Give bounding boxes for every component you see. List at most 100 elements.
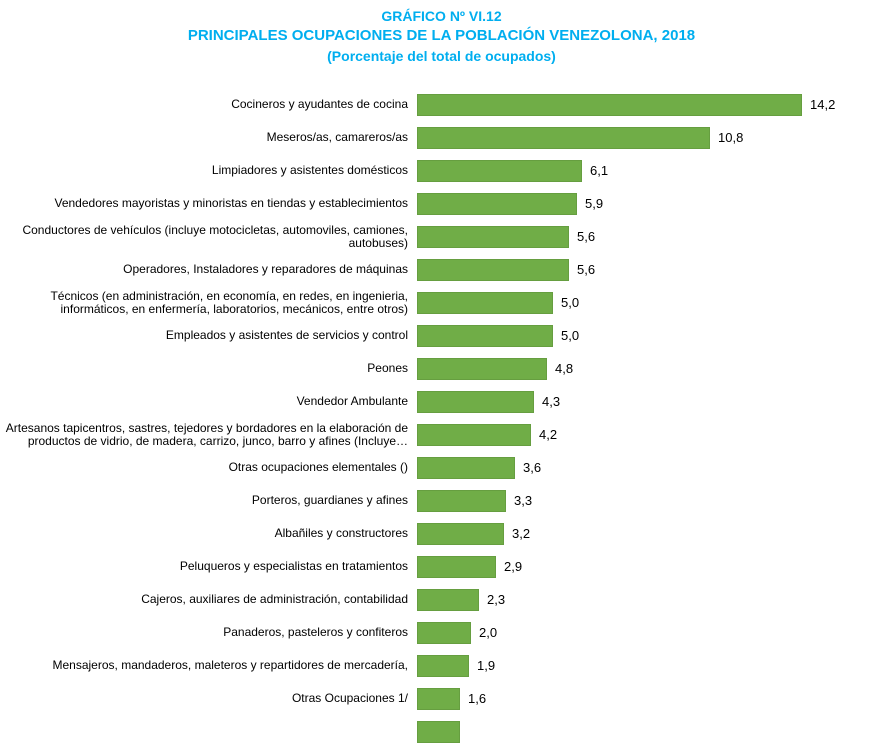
chart-row: Conductores de vehículos (incluye motoci… bbox=[0, 220, 883, 253]
bar-track: 10,8 bbox=[417, 121, 883, 154]
chart-row: Artesanos tapicentros, sastres, tejedore… bbox=[0, 418, 883, 451]
value-label: 3,6 bbox=[523, 460, 542, 475]
category-label: Limpiadores y asistentes domésticos bbox=[211, 163, 408, 177]
bar-track: 2,0 bbox=[417, 616, 883, 649]
bar bbox=[417, 423, 531, 446]
category-label: Técnicos (en administración, en economía… bbox=[50, 288, 408, 316]
bar bbox=[417, 687, 460, 710]
bar-track: 2,9 bbox=[417, 550, 883, 583]
bar bbox=[417, 555, 496, 578]
category-label: Panaderos, pasteleros y confiteros bbox=[223, 625, 408, 639]
chart-row: Cocineros y ayudantes de cocina 14,2 bbox=[0, 88, 883, 121]
bar-track: 5,6 bbox=[417, 253, 883, 286]
chart-row: Cajeros, auxiliares de administración, c… bbox=[0, 583, 883, 616]
bar-track: 4,3 bbox=[417, 385, 883, 418]
value-label: 4,8 bbox=[555, 361, 574, 376]
bar bbox=[417, 588, 479, 611]
chart-row: Vendedores mayoristas y minoristas en ti… bbox=[0, 187, 883, 220]
bar-track: 5,0 bbox=[417, 319, 883, 352]
category-label: Peluqueros y especialistas en tratamient… bbox=[179, 559, 408, 573]
value-label: 1,6 bbox=[468, 691, 487, 706]
chart-title-subtitle: (Porcentaje del total de ocupados) bbox=[327, 48, 556, 64]
bar-track: 3,6 bbox=[417, 451, 883, 484]
bar-track: 5,6 bbox=[417, 220, 883, 253]
bar-track: 4,2 bbox=[417, 418, 883, 451]
bar bbox=[417, 225, 569, 248]
chart-row: Operadores, Instaladores y reparadores d… bbox=[0, 253, 883, 286]
bar-track: 14,2 bbox=[417, 88, 883, 121]
category-label: Meseros/as, camareros/as bbox=[266, 130, 408, 144]
bar-track: 5,9 bbox=[417, 187, 883, 220]
chart-row: Limpiadores y asistentes domésticos 6,1 bbox=[0, 154, 883, 187]
chart-title-number: GRÁFICO Nº VI.12 bbox=[381, 8, 502, 24]
chart-row: Otras ocupaciones elementales () 3,6 bbox=[0, 451, 883, 484]
chart-row: Peones 4,8 bbox=[0, 352, 883, 385]
bar bbox=[417, 357, 547, 380]
bar-track: 2,3 bbox=[417, 583, 883, 616]
bar-track: 6,1 bbox=[417, 154, 883, 187]
bar bbox=[417, 159, 582, 182]
chart-row: Técnicos (en administración, en economía… bbox=[0, 286, 883, 319]
category-label: Albañiles y constructores bbox=[274, 526, 408, 540]
chart-row: Peluqueros y especialistas en tratamient… bbox=[0, 550, 883, 583]
bar bbox=[417, 489, 506, 512]
bar bbox=[417, 621, 471, 644]
value-label: 10,8 bbox=[718, 130, 744, 145]
value-label: 5,0 bbox=[561, 295, 580, 310]
value-label: 5,9 bbox=[585, 196, 604, 211]
chart-row: Mensajeros, mandaderos, maleteros y repa… bbox=[0, 649, 883, 682]
category-label: Otras ocupaciones elementales () bbox=[228, 460, 408, 474]
bar bbox=[417, 291, 553, 314]
value-label: 2,0 bbox=[479, 625, 498, 640]
value-label: 14,2 bbox=[810, 97, 836, 112]
bar-chart: Cocineros y ayudantes de cocina 14,2 Meser… bbox=[0, 88, 883, 748]
category-label: Porteros, guardianes y afines bbox=[251, 493, 408, 507]
bar-track: 1,9 bbox=[417, 649, 883, 682]
category-label: Mensajeros, mandaderos, maleteros y repa… bbox=[52, 658, 409, 672]
category-label: Vendedores mayoristas y minoristas en ti… bbox=[54, 196, 408, 210]
value-label: 5,0 bbox=[561, 328, 580, 343]
category-label: Operadores, Instaladores y reparadores d… bbox=[123, 262, 408, 276]
value-label: 3,2 bbox=[512, 526, 531, 541]
chart-row: Vendedor Ambulante 4,3 bbox=[0, 385, 883, 418]
chart-row: Panaderos, pasteleros y confiteros 2,0 bbox=[0, 616, 883, 649]
chart-row: Empleados y asistentes de servicios y co… bbox=[0, 319, 883, 352]
value-label: 2,9 bbox=[504, 559, 523, 574]
chart-row: Albañiles y constructores 3,2 bbox=[0, 517, 883, 550]
bar bbox=[417, 654, 469, 677]
chart-row: Porteros, guardianes y afines 3,3 bbox=[0, 484, 883, 517]
category-label: Cajeros, auxiliares de administración, c… bbox=[141, 592, 408, 606]
bar-track: 4,8 bbox=[417, 352, 883, 385]
bar bbox=[417, 522, 504, 545]
category-label: Cocineros y ayudantes de cocina bbox=[231, 97, 408, 111]
value-label: 2,3 bbox=[487, 592, 506, 607]
bar bbox=[417, 720, 460, 743]
bar bbox=[417, 93, 802, 116]
chart-title-block: GRÁFICO Nº VI.12 PRINCIPALES OCUPACIONES… bbox=[0, 0, 883, 64]
bar-track: 1,6 bbox=[417, 682, 883, 715]
chart-row bbox=[0, 715, 883, 748]
category-label: Peones bbox=[367, 361, 408, 375]
category-label: Vendedor Ambulante bbox=[296, 394, 408, 408]
value-label: 6,1 bbox=[590, 163, 609, 178]
bar bbox=[417, 456, 515, 479]
bar-track: 3,3 bbox=[417, 484, 883, 517]
value-label: 5,6 bbox=[577, 229, 596, 244]
value-label: 4,2 bbox=[539, 427, 558, 442]
category-label: Artesanos tapicentros, sastres, tejedore… bbox=[5, 420, 408, 448]
bar-track: 5,0 bbox=[417, 286, 883, 319]
bar-track bbox=[417, 715, 883, 748]
value-label: 5,6 bbox=[577, 262, 596, 277]
value-label: 1,9 bbox=[477, 658, 496, 673]
value-label: 4,3 bbox=[542, 394, 561, 409]
bar bbox=[417, 126, 710, 149]
bar-track: 3,2 bbox=[417, 517, 883, 550]
bar bbox=[417, 390, 534, 413]
bar bbox=[417, 192, 577, 215]
chart-title-main: PRINCIPALES OCUPACIONES DE LA POBLACIÓN … bbox=[187, 27, 696, 44]
value-label: 3,3 bbox=[514, 493, 533, 508]
chart-row: Otras Ocupaciones 1/1,6 bbox=[0, 682, 883, 715]
chart-row: Meseros/as, camareros/as 10,8 bbox=[0, 121, 883, 154]
bar bbox=[417, 258, 569, 281]
bar bbox=[417, 324, 553, 347]
